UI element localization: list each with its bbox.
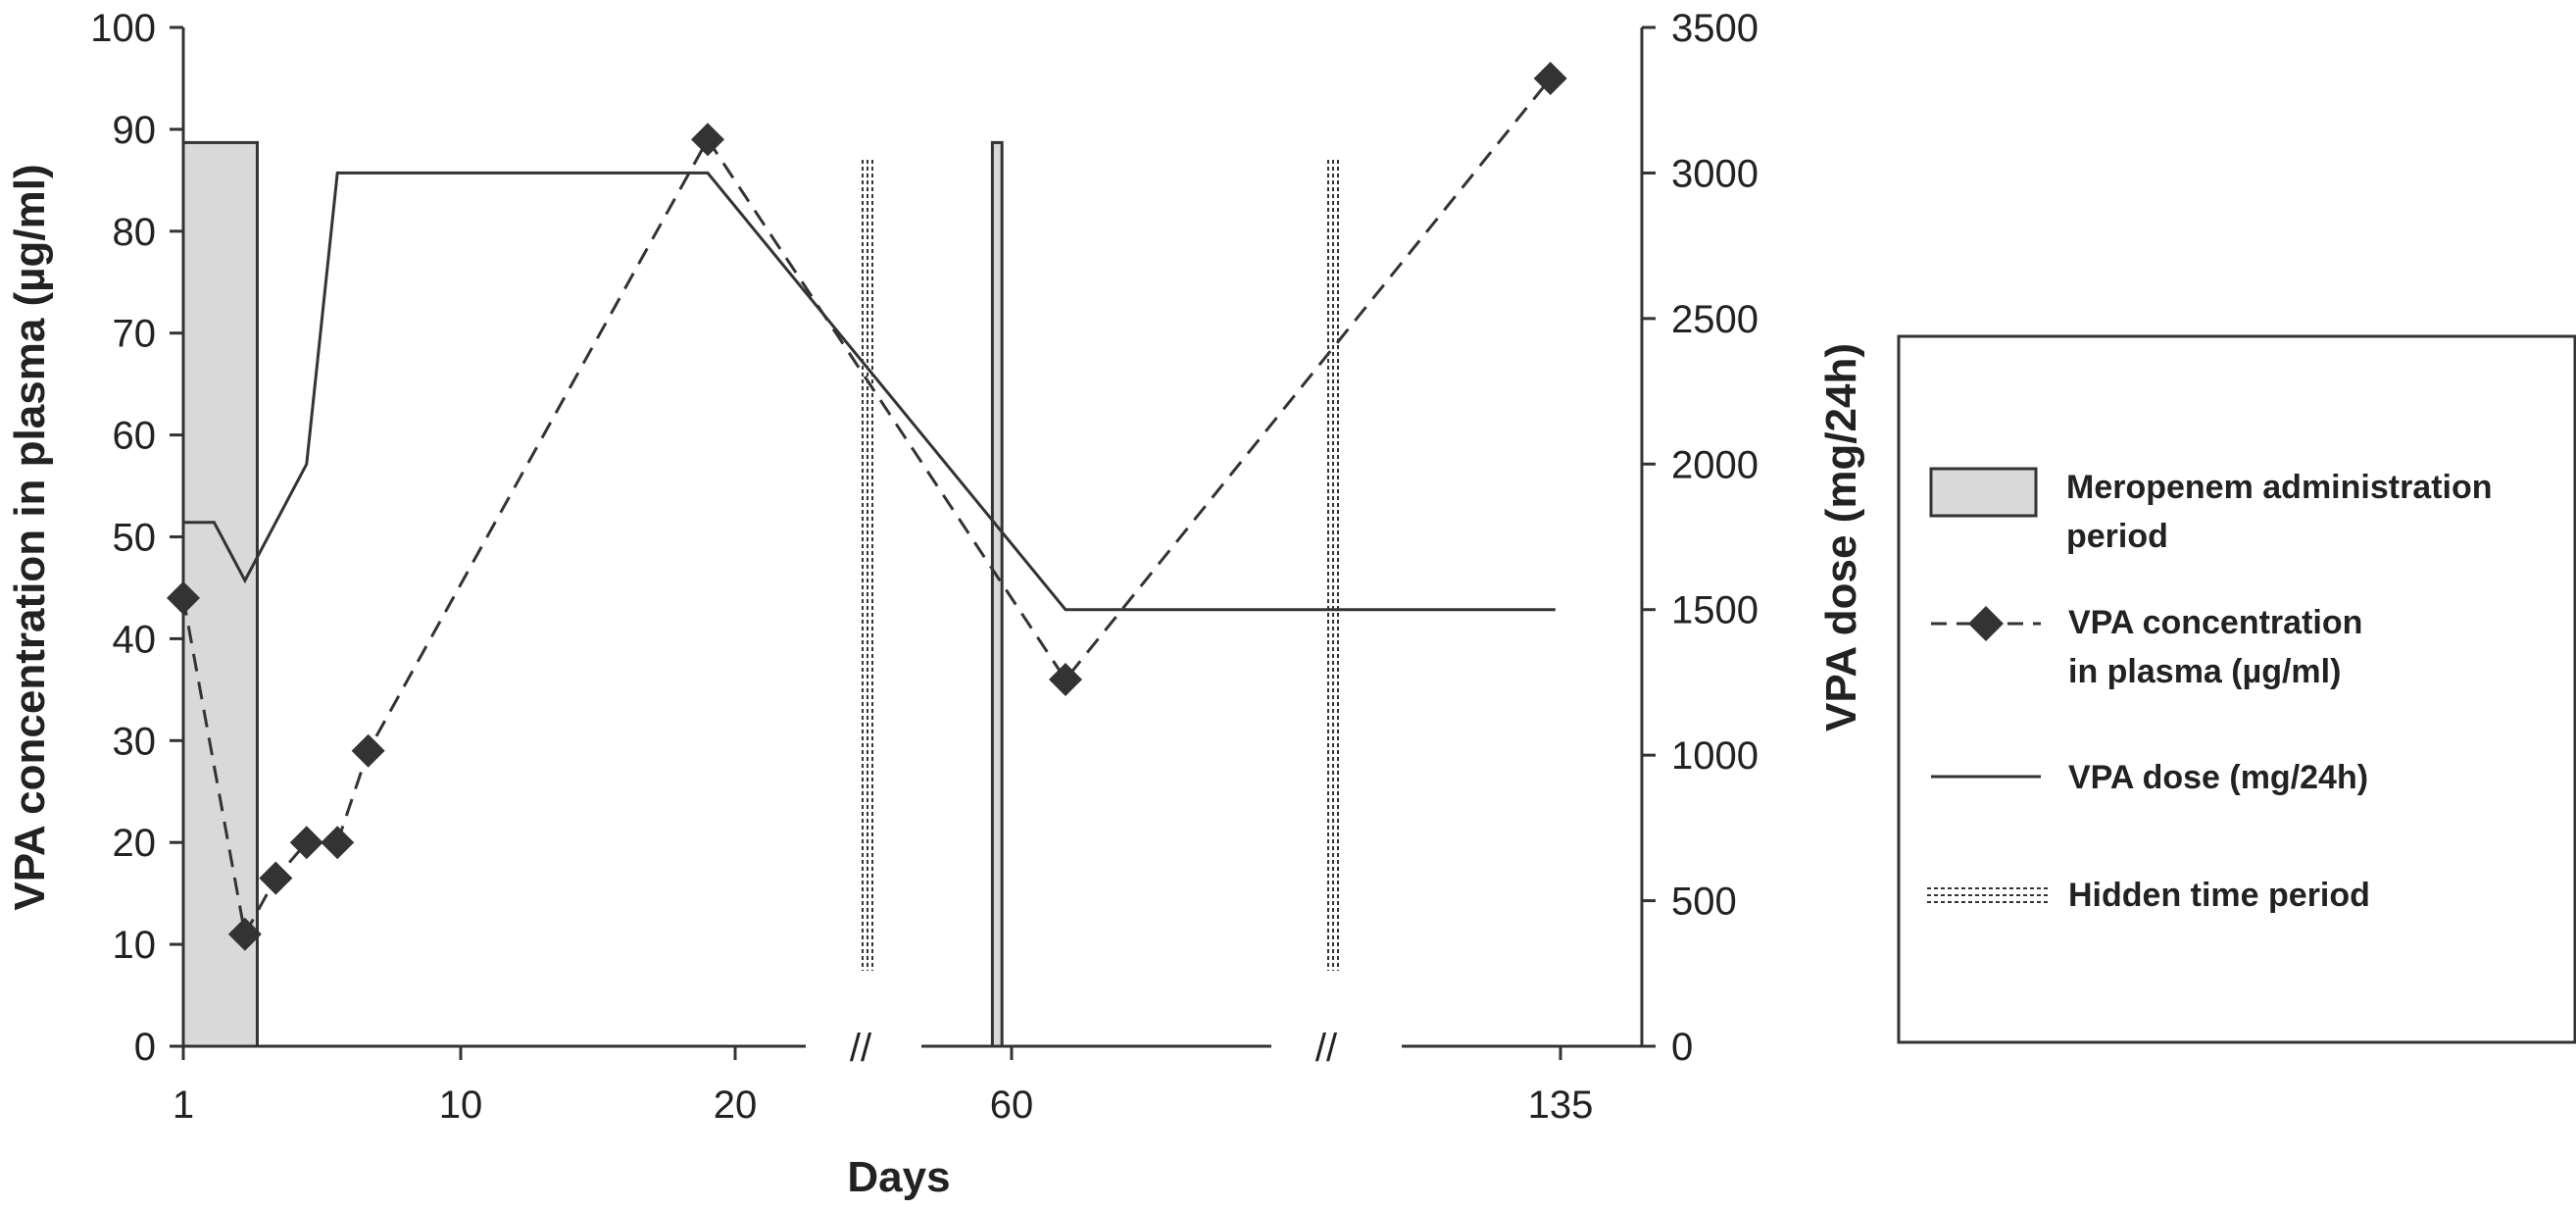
- left-y-tick-label-8: 80: [113, 211, 157, 254]
- x-axis-title: Days: [847, 1153, 950, 1201]
- series-1-point-9: [1533, 61, 1567, 95]
- hidden-period-markers: [862, 160, 1339, 971]
- series-2-line: [183, 171, 1556, 612]
- meropenem-bars: [181, 140, 1004, 1048]
- x-tick-label-1: 10: [439, 1083, 483, 1127]
- right-y-tick-label-6: 3000: [1671, 152, 1759, 195]
- series-1-point-5: [321, 826, 355, 860]
- legend: Meropenem administration period VPA conc…: [1897, 334, 2576, 1044]
- ticks: 0102030405060708090100050010001500200025…: [90, 7, 1759, 1127]
- series-1-point-8: [1049, 662, 1082, 696]
- axes: // //: [181, 27, 1644, 1070]
- left-y-tick-label-7: 70: [113, 313, 157, 356]
- left-y-tick-label-4: 40: [113, 618, 157, 661]
- legend-meropenem-swatch: [1929, 467, 2038, 518]
- series: [167, 61, 1567, 951]
- left-y-tick-label-2: 20: [113, 822, 157, 865]
- right-y-tick-label-4: 2000: [1671, 443, 1759, 486]
- x-tick-label-0: 1: [173, 1083, 194, 1127]
- series-1-point-2: [227, 917, 262, 951]
- left-y-tick-label-3: 30: [113, 720, 157, 763]
- right-y-tick-label-0: 0: [1671, 1026, 1693, 1069]
- x-tick-label-2: 20: [714, 1083, 758, 1127]
- legend-meropenem-label-1: Meropenem administration: [2066, 469, 2493, 506]
- axis-break-mark-1: //: [850, 1027, 872, 1070]
- series-1: [167, 61, 1567, 951]
- left-y-tick-label-10: 100: [90, 7, 156, 50]
- meropenem-bar-2: [990, 140, 1004, 1048]
- series-1-point-1: [167, 580, 200, 615]
- right-y-tick-label-3: 1500: [1671, 589, 1759, 632]
- hidden-period-marker-1: [862, 160, 873, 971]
- right-y-axis-title: VPA dose (mg/24h): [1817, 343, 1865, 731]
- right-y-tick-label-2: 1000: [1671, 734, 1759, 778]
- series-1-point-4: [289, 826, 323, 860]
- legend-vpa-conc-marker: [1968, 606, 2004, 641]
- legend-meropenem-label-2: period: [2066, 518, 2168, 555]
- left-y-tick-label-6: 60: [113, 415, 157, 458]
- x-tick-label-4: 135: [1528, 1083, 1594, 1127]
- legend-box: [1897, 334, 2576, 1044]
- legend-vpa-conc-label-1: VPA concentration: [2068, 604, 2362, 641]
- series-1-point-7: [691, 123, 724, 157]
- left-y-tick-label-5: 50: [113, 517, 157, 560]
- legend-vpa-conc-label-2: in plasma (µg/ml): [2068, 653, 2341, 690]
- legend-vpa-dose-label: VPA dose (mg/24h): [2068, 759, 2368, 796]
- right-y-tick-label-7: 3500: [1671, 7, 1759, 50]
- right-y-tick-label-5: 2500: [1671, 298, 1759, 341]
- left-y-tick-label-1: 10: [113, 924, 157, 967]
- left-y-tick-label-0: 0: [134, 1026, 156, 1069]
- right-y-tick-label-1: 500: [1671, 881, 1737, 924]
- legend-hidden-label: Hidden time period: [2068, 877, 2370, 914]
- left-y-tick-label-9: 90: [113, 109, 157, 152]
- series-2: [183, 171, 1556, 612]
- series-1-point-6: [351, 733, 385, 768]
- hidden-period-marker-2: [1327, 160, 1339, 971]
- series-1-point-3: [259, 861, 293, 895]
- axis-break-mark-2: //: [1315, 1027, 1338, 1070]
- left-y-axis-title: VPA concentration in plasma (µg/ml): [6, 164, 54, 910]
- x-tick-label-3: 60: [990, 1083, 1034, 1127]
